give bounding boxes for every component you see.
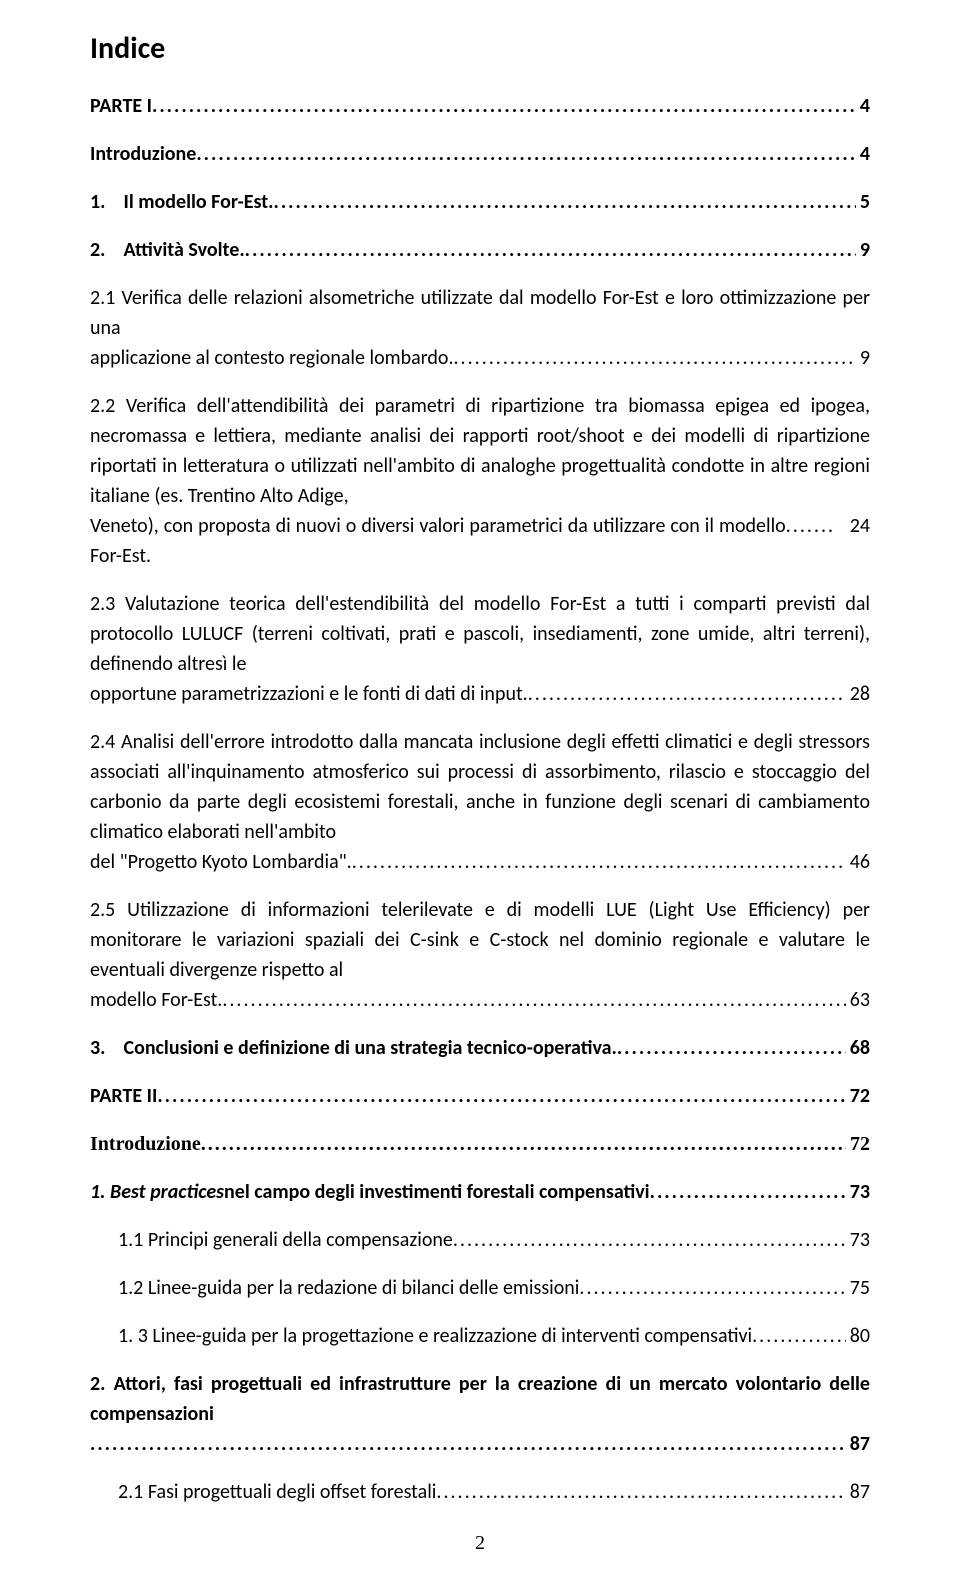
page: Indice PARTE I .........................… xyxy=(0,0,960,1575)
toc-label: Conclusioni e definizione di una strateg… xyxy=(105,1033,616,1063)
toc-label: Introduzione xyxy=(90,139,196,169)
toc-entry: 3. Conclusioni e definizione di una stra… xyxy=(90,1033,870,1063)
toc-page-number: 72 xyxy=(846,1129,870,1159)
toc-tail: del "Progetto Kyoto Lombardia". xyxy=(90,847,352,877)
toc-body: 2.4 Analisi dell'errore introdotto dalla… xyxy=(90,730,870,844)
toc-entry: 2. Attività Svolte. ....................… xyxy=(90,235,870,265)
toc-body: 2. Attori, fasi progettuali ed infrastru… xyxy=(90,1372,870,1426)
toc-leader-dots: ........................................… xyxy=(273,187,855,217)
toc-page-number: 63 xyxy=(846,985,870,1015)
toc-body: 2.3 Valutazione teorica dell'estendibili… xyxy=(90,592,870,676)
toc-entry: 1. 3 Linee-guida per la progettazione e … xyxy=(90,1321,870,1351)
toc-label: PARTE I xyxy=(90,91,152,121)
toc-page-number: 75 xyxy=(846,1273,870,1303)
toc-label: nel campo degli investimenti forestali c… xyxy=(224,1177,650,1207)
toc-leader-dots: ........................................… xyxy=(90,1429,846,1459)
toc-leader-dots: ........................................… xyxy=(579,1273,845,1303)
toc-label: 1.1 Principi generali della compensazion… xyxy=(118,1225,453,1255)
toc-page-number: 73 xyxy=(846,1225,870,1255)
toc-label: 2.1 Fasi progettuali degli offset forest… xyxy=(118,1477,436,1507)
toc-body: 2.1 Verifica delle relazioni alsometrich… xyxy=(90,286,870,340)
toc-label: Attività Svolte. xyxy=(105,235,244,265)
toc-tail: opportune parametrizzazioni e le fonti d… xyxy=(90,679,528,709)
toc-leader-dots: ........................................… xyxy=(454,343,856,373)
toc-body: 2.2 Verifica dell'attendibilità dei para… xyxy=(90,394,870,508)
toc-entry: 2.2 Verifica dell'attendibilità dei para… xyxy=(90,391,870,571)
toc-leader-dots: ........................................… xyxy=(528,679,846,709)
toc-number: 1. xyxy=(90,187,105,217)
toc-label: Introduzione xyxy=(90,1129,201,1159)
toc-entry: PARTE I ................................… xyxy=(90,91,870,121)
toc-leader-dots: ........................................… xyxy=(152,91,856,121)
toc-leader-dots: ........................................… xyxy=(453,1225,846,1255)
toc-number: 3. xyxy=(90,1033,105,1063)
toc-page-number: 73 xyxy=(846,1177,870,1207)
toc-leader-dots: ........................................… xyxy=(650,1177,846,1207)
toc-label: Il modello For-Est. xyxy=(105,187,273,217)
toc-page-number: 28 xyxy=(846,679,870,709)
page-number-footer: 2 xyxy=(0,1532,960,1555)
toc-tail: Veneto), con proposta di nuovi o diversi… xyxy=(90,511,786,571)
toc-tail: modello For-Est. xyxy=(90,985,222,1015)
toc-number: 2. xyxy=(90,235,105,265)
toc-leader-dots: ........................................… xyxy=(222,985,845,1015)
toc-entry: 2.1 Fasi progettuali degli offset forest… xyxy=(90,1477,870,1507)
toc-page-number: 5 xyxy=(856,187,870,217)
toc-page-number: 9 xyxy=(856,235,870,265)
toc-entry: 2.4 Analisi dell'errore introdotto dalla… xyxy=(90,727,870,877)
toc-entry: 2.5 Utilizzazione di informazioni teleri… xyxy=(90,895,870,1015)
toc-leader-dots: ........................................… xyxy=(196,139,856,169)
toc-entry: 1.2 Linee-guida per la redazione di bila… xyxy=(90,1273,870,1303)
toc-leader-dots: ........................................… xyxy=(201,1129,846,1159)
toc-body: 2.5 Utilizzazione di informazioni teleri… xyxy=(90,898,870,982)
toc-leader-dots: ....... xyxy=(786,511,846,541)
toc-entry: Introduzione ...........................… xyxy=(90,1129,870,1159)
toc-leader-dots: ........................................… xyxy=(245,235,856,265)
toc-leader-dots: ........................................… xyxy=(352,847,846,877)
toc-label: PARTE II xyxy=(90,1081,157,1111)
toc-page-number: 87 xyxy=(846,1429,870,1459)
toc-page-number: 4 xyxy=(856,139,870,169)
toc-entry: 1.1 Principi generali della compensazion… xyxy=(90,1225,870,1255)
toc-entry: 1. Best practices nel campo degli invest… xyxy=(90,1177,870,1207)
toc-entry: 2.1 Verifica delle relazioni alsometrich… xyxy=(90,283,870,373)
page-title: Indice xyxy=(90,30,870,67)
toc-page-number: 4 xyxy=(856,91,870,121)
toc-page-number: 46 xyxy=(846,847,870,877)
toc-label-italic: 1. Best practices xyxy=(90,1177,224,1207)
toc-entry: 2. Attori, fasi progettuali ed infrastru… xyxy=(90,1369,870,1459)
toc-label: 1.2 Linee-guida per la redazione di bila… xyxy=(118,1273,579,1303)
toc-page-number: 9 xyxy=(856,343,870,373)
toc-label: 1. 3 Linee-guida per la progettazione e … xyxy=(118,1321,752,1351)
toc-entry: 1. Il modello For-Est. .................… xyxy=(90,187,870,217)
toc-page-number: 68 xyxy=(846,1033,870,1063)
toc-leader-dots: ........................................… xyxy=(752,1321,846,1351)
toc-page-number: 24 xyxy=(846,511,870,541)
toc-page-number: 72 xyxy=(846,1081,870,1111)
toc-entry: Introduzione ...........................… xyxy=(90,139,870,169)
toc-leader-dots: ........................................… xyxy=(157,1081,845,1111)
toc-page-number: 80 xyxy=(846,1321,870,1351)
toc-tail: applicazione al contesto regionale lomba… xyxy=(90,343,454,373)
toc-page-number: 87 xyxy=(846,1477,870,1507)
toc-entry: 2.3 Valutazione teorica dell'estendibili… xyxy=(90,589,870,709)
toc-entry: PARTE II ...............................… xyxy=(90,1081,870,1111)
toc-leader-dots: ........................................… xyxy=(436,1477,845,1507)
toc-leader-dots: ........................................… xyxy=(617,1033,846,1063)
